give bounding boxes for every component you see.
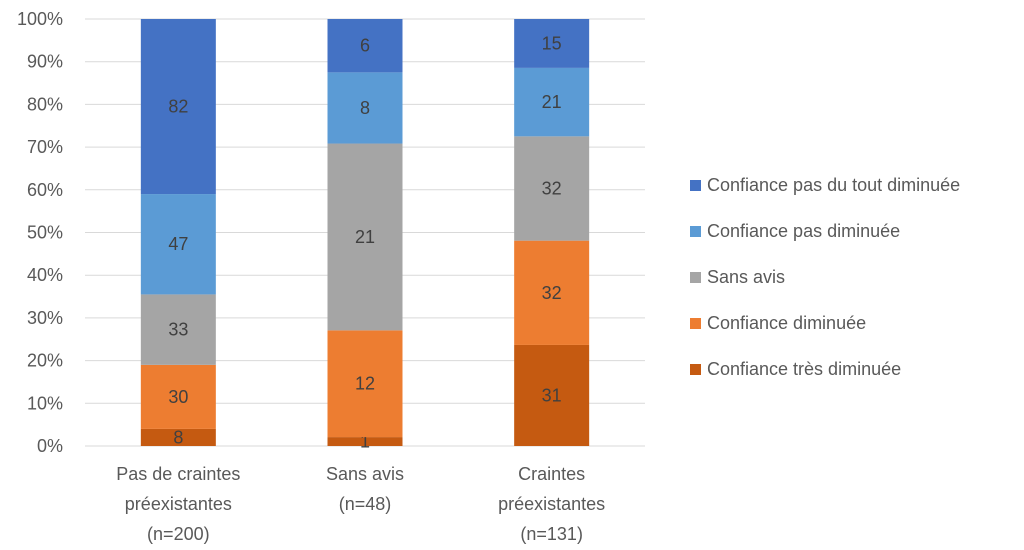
bar-segment: [327, 72, 403, 144]
legend-label: Confiance pas diminuée: [707, 221, 901, 241]
data-label: 47: [168, 234, 188, 254]
data-label: 8: [360, 98, 370, 118]
bar-segment: [514, 19, 590, 68]
y-tick-label: 50%: [27, 223, 63, 243]
bar-segment: [140, 294, 216, 365]
bar-segment: [327, 19, 403, 73]
y-tick-label: 40%: [27, 265, 63, 285]
data-label: 12: [355, 374, 375, 394]
legend-swatch: [690, 226, 701, 237]
bar-segment: [327, 330, 403, 438]
bar-segment: [327, 143, 403, 331]
bar-segment: [514, 136, 590, 241]
chart-legend: Confiance pas du tout diminuée Confiance …: [690, 174, 960, 404]
y-tick-label: 60%: [27, 180, 63, 200]
y-tick-label: 70%: [27, 137, 63, 157]
bar-segment: [140, 428, 216, 446]
bar-segment: [140, 194, 216, 295]
data-label: 82: [168, 97, 188, 117]
data-label: 21: [542, 92, 562, 112]
data-label: 1: [360, 432, 370, 452]
legend-label: Confiance pas du tout diminuée: [707, 175, 961, 195]
data-label: 21: [355, 227, 375, 247]
legend-item: Confiance pas diminuée: [690, 220, 960, 243]
y-tick-label: 100%: [17, 9, 63, 29]
legend-item: Sans avis: [690, 266, 960, 289]
bar-segment: [514, 344, 590, 446]
y-tick-label: 90%: [27, 52, 63, 72]
y-tick-label: 0%: [37, 436, 63, 456]
legend-swatch: [690, 272, 701, 283]
bar-segment: [140, 364, 216, 429]
category-label: Craintes préexistantes (n=131): [498, 464, 605, 544]
y-tick-label: 20%: [27, 351, 63, 371]
y-tick-label: 30%: [27, 308, 63, 328]
legend-swatch: [690, 318, 701, 329]
data-label: 15: [542, 33, 562, 53]
legend-swatch: [690, 180, 701, 191]
legend-item: Confiance diminuée: [690, 312, 960, 335]
data-label: 32: [542, 283, 562, 303]
legend-swatch: [690, 364, 701, 375]
bar-segment: [514, 67, 590, 137]
y-tick-label: 10%: [27, 393, 63, 413]
legend-item: Confiance pas du tout diminuée: [690, 174, 960, 197]
data-label: 32: [542, 178, 562, 198]
data-label: 31: [542, 385, 562, 405]
legend-label: Confiance très diminuée: [707, 359, 902, 379]
bar-segment: [514, 240, 590, 345]
data-label: 33: [168, 320, 188, 340]
legend-label: Confiance diminuée: [707, 313, 867, 333]
bar-segment: [327, 437, 403, 446]
category-label: Pas de craintes préexistantes (n=200): [116, 464, 240, 544]
bar-segment: [140, 19, 216, 195]
data-label: 30: [168, 387, 188, 407]
data-label: 6: [360, 36, 370, 56]
y-tick-label: 80%: [27, 94, 63, 114]
legend-label: Sans avis: [707, 267, 786, 287]
legend-item: Confiance très diminuée: [690, 358, 960, 381]
category-label: Sans avis (n=48): [326, 464, 404, 514]
data-label: 8: [173, 427, 183, 447]
